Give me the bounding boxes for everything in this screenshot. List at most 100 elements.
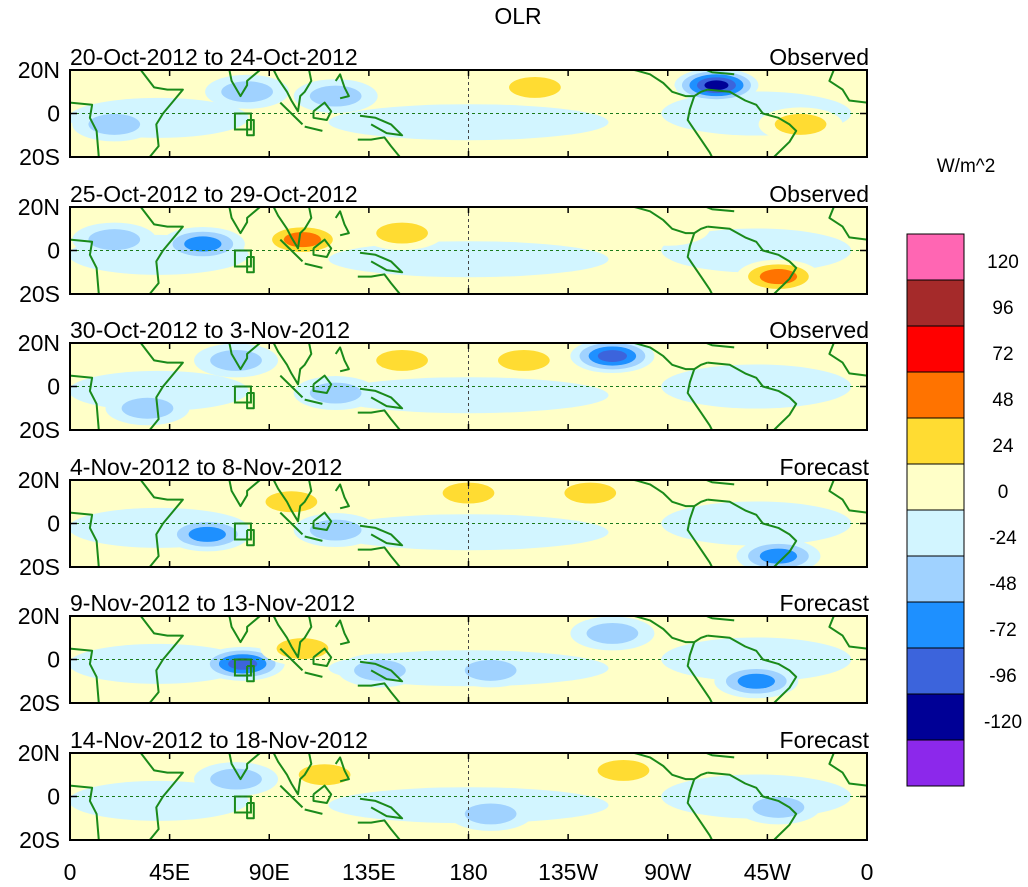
colorbar-swatch — [906, 325, 965, 373]
colorbar-swatch — [906, 233, 965, 281]
coastline — [357, 273, 401, 294]
coastline — [707, 88, 798, 157]
coastline — [70, 101, 100, 157]
coastline — [334, 619, 350, 646]
colorbar-label: 120 — [987, 252, 1019, 273]
panel-field — [70, 616, 867, 703]
anomaly-contour — [309, 519, 362, 541]
lat-tick-label: 20N — [18, 467, 60, 493]
coastline — [634, 480, 708, 508]
coastline — [279, 101, 304, 126]
lat-tick-label: 20N — [18, 740, 60, 766]
anomaly-contour — [597, 759, 650, 781]
anomaly-contour — [88, 229, 141, 251]
coastline — [304, 671, 323, 678]
coastline — [304, 808, 323, 815]
colorbar-units: W/m^2 — [937, 156, 996, 177]
panel-status: Observed — [769, 317, 869, 343]
coastline — [703, 616, 735, 622]
coastline — [359, 387, 404, 410]
coastline — [312, 647, 333, 667]
lon-tick-label: 135W — [538, 859, 598, 885]
colorbar-label: -24 — [989, 528, 1017, 549]
anomaly-contour — [592, 74, 677, 109]
lat-tick-label: 20S — [19, 281, 60, 307]
lon-tick-label: 45E — [149, 859, 190, 885]
coastline — [312, 238, 333, 258]
coastline — [70, 343, 184, 430]
coastline — [828, 753, 867, 787]
coastline — [312, 374, 333, 394]
coastline — [686, 641, 713, 703]
coastline — [70, 70, 184, 157]
coastline — [304, 535, 323, 542]
coastline — [312, 511, 333, 531]
coastline — [359, 251, 404, 274]
anomaly-contour — [586, 622, 639, 644]
panel-field — [70, 207, 867, 294]
lon-tick-label: 90W — [644, 859, 692, 885]
lon-tick-label: 180 — [449, 859, 487, 885]
coastline — [686, 778, 713, 840]
coastline — [70, 647, 100, 703]
lat-tick-label: 0 — [47, 511, 60, 537]
anomaly-contour — [509, 76, 561, 98]
coastline — [304, 398, 323, 405]
anomaly-band — [328, 241, 609, 278]
coastline — [707, 225, 798, 294]
coastline — [272, 753, 313, 796]
panel: 20N 0 20S 30-Oct-2012 to 3-Nov-2012 Observed — [18, 317, 869, 443]
region-box — [233, 249, 252, 268]
colorbar-label: 24 — [992, 436, 1014, 457]
coastline — [634, 343, 708, 371]
lon-tick-label: 0 — [861, 859, 874, 885]
lat-tick-label: 0 — [47, 238, 60, 264]
coastline — [70, 784, 100, 840]
panel: 20N 0 20S 9-Nov-2012 to 13-Nov-2012 Forecast — [18, 590, 870, 716]
panel-period: 25-Oct-2012 to 29-Oct-2012 — [70, 181, 358, 207]
anomaly-contour — [354, 659, 406, 681]
coastline — [70, 511, 100, 567]
colorbar-swatch — [906, 601, 965, 649]
colorbar-label: -96 — [989, 666, 1016, 687]
coastline — [272, 70, 313, 113]
anomaly-contour — [464, 659, 517, 681]
coastline — [707, 361, 798, 430]
lat-tick-label: 0 — [47, 784, 60, 810]
region-box — [233, 658, 252, 677]
coastline — [227, 480, 262, 508]
coastline — [828, 70, 867, 104]
coastline — [279, 374, 304, 399]
coastline — [359, 660, 404, 683]
panel-period: 14-Nov-2012 to 18-Nov-2012 — [70, 727, 368, 753]
coastline — [304, 125, 323, 132]
colorbar-swatch — [906, 739, 965, 787]
colorbar-label: -72 — [989, 620, 1016, 641]
colorbar-label: -120 — [984, 712, 1022, 733]
anomaly-contour — [737, 673, 775, 689]
colorbar-swatch — [906, 555, 965, 603]
coastline — [703, 70, 735, 76]
region-box — [233, 112, 252, 131]
region-box — [233, 795, 252, 814]
lat-tick-label: 20S — [19, 554, 60, 580]
coastline — [334, 346, 350, 373]
region-box — [233, 522, 252, 541]
lon-tick-label: 135E — [342, 859, 396, 885]
panel-field — [70, 70, 867, 157]
coastline — [334, 756, 350, 783]
colorbar-swatch — [906, 647, 965, 695]
anomaly-contour — [88, 113, 141, 135]
lat-tick-label: 20N — [18, 194, 60, 220]
coastline — [279, 238, 304, 263]
panel-period: 9-Nov-2012 to 13-Nov-2012 — [70, 590, 355, 616]
coastline — [227, 207, 262, 235]
anomaly-contour — [283, 232, 322, 248]
lat-tick-label: 0 — [47, 101, 60, 127]
anomaly-contour — [564, 482, 617, 504]
coastline — [703, 753, 735, 759]
colorbar-swatch — [906, 509, 965, 557]
lat-tick-label: 20N — [18, 603, 60, 629]
lon-tick-label: 45W — [744, 859, 792, 885]
